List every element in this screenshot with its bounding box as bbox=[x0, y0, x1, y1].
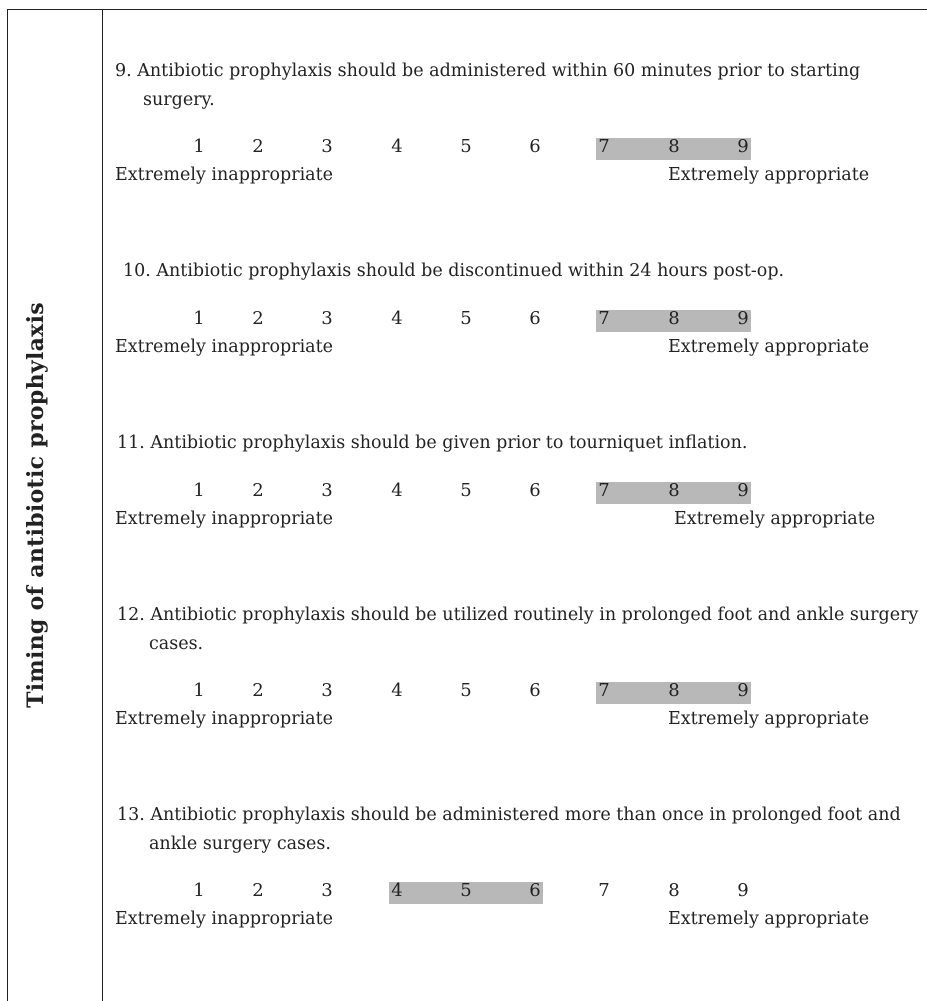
scale-option-1: 1 bbox=[193, 308, 205, 329]
scale-option-5: 5 bbox=[460, 308, 472, 329]
selected-range-highlight bbox=[596, 482, 751, 504]
question-13: 13. Antibiotic prophylaxis should be adm… bbox=[115, 801, 925, 929]
question-text: 9. Antibiotic prophylaxis should be admi… bbox=[115, 61, 861, 110]
scale-option-5: 5 bbox=[460, 880, 472, 901]
question-text: 12. Antibiotic prophylaxis should be uti… bbox=[117, 605, 919, 654]
question-12: 12. Antibiotic prophylaxis should be uti… bbox=[115, 601, 925, 729]
scale-option-8: 8 bbox=[668, 480, 680, 501]
scale-option-7: 7 bbox=[598, 480, 610, 501]
scale-option-7: 7 bbox=[598, 136, 610, 157]
scale-option-2: 2 bbox=[252, 880, 264, 901]
scale-option-6: 6 bbox=[529, 880, 541, 901]
scale-right-anchor: Extremely appropriate bbox=[668, 337, 870, 357]
scale-option-8: 8 bbox=[668, 136, 680, 157]
scale-option-3: 3 bbox=[321, 680, 333, 701]
scale-option-6: 6 bbox=[529, 308, 541, 329]
scale-option-1: 1 bbox=[193, 880, 205, 901]
question-text: 11. Antibiotic prophylaxis should be giv… bbox=[117, 433, 748, 453]
scale-left-anchor: Extremely inappropriate bbox=[115, 509, 333, 529]
rating-scale: 1 2 3 4 5 6 7 8 9 Extremely inappropriate Extremel… bbox=[115, 479, 915, 539]
question-11: 11. Antibiotic prophylaxis should be giv… bbox=[115, 429, 925, 529]
selected-range-highlight bbox=[389, 882, 543, 904]
question-text: 10. Antibiotic prophylaxis should be dis… bbox=[123, 261, 785, 281]
rating-scale: 1 2 3 4 5 6 7 8 9 Extremely inappropriate Extremel… bbox=[115, 307, 915, 367]
scale-left-anchor: Extremely inappropriate bbox=[115, 909, 333, 929]
scale-option-4: 4 bbox=[391, 480, 403, 501]
scale-option-6: 6 bbox=[529, 136, 541, 157]
scale-option-8: 8 bbox=[668, 880, 680, 901]
scale-right-anchor: Extremely appropriate bbox=[674, 509, 876, 529]
rating-scale: 1 2 3 4 5 6 7 8 9 Extremely inappropriate Extremel… bbox=[115, 879, 915, 939]
table-left-border bbox=[7, 9, 8, 1001]
scale-option-6: 6 bbox=[529, 680, 541, 701]
column-divider bbox=[102, 9, 103, 1001]
scale-option-9: 9 bbox=[737, 308, 749, 329]
rating-scale: 1 2 3 4 5 6 7 8 9 Extremely inappropriate Extremel… bbox=[115, 679, 915, 739]
question-text: 13. Antibiotic prophylaxis should be adm… bbox=[117, 805, 901, 854]
scale-option-1: 1 bbox=[193, 680, 205, 701]
scale-option-5: 5 bbox=[460, 680, 472, 701]
scale-option-4: 4 bbox=[391, 136, 403, 157]
scale-option-2: 2 bbox=[252, 480, 264, 501]
scale-option-1: 1 bbox=[193, 480, 205, 501]
scale-option-7: 7 bbox=[598, 680, 610, 701]
table-top-border bbox=[7, 9, 927, 10]
scale-option-1: 1 bbox=[193, 136, 205, 157]
scale-option-6: 6 bbox=[529, 480, 541, 501]
scale-option-4: 4 bbox=[391, 308, 403, 329]
scale-option-3: 3 bbox=[321, 480, 333, 501]
scale-option-9: 9 bbox=[737, 880, 749, 901]
selected-range-highlight bbox=[596, 138, 751, 160]
section-label: Timing of antibiotic prophylaxis bbox=[23, 302, 49, 708]
rating-scale: 1 2 3 4 5 6 7 8 9 Extremely inappropriate Extremel… bbox=[115, 135, 915, 195]
scale-right-anchor: Extremely appropriate bbox=[668, 165, 870, 185]
scale-left-anchor: Extremely inappropriate bbox=[115, 709, 333, 729]
selected-range-highlight bbox=[596, 310, 751, 332]
scale-option-7: 7 bbox=[598, 308, 610, 329]
scale-left-anchor: Extremely inappropriate bbox=[115, 337, 333, 357]
scale-option-2: 2 bbox=[252, 680, 264, 701]
scale-option-9: 9 bbox=[737, 680, 749, 701]
scale-left-anchor: Extremely inappropriate bbox=[115, 165, 333, 185]
scale-option-4: 4 bbox=[391, 880, 403, 901]
scale-option-2: 2 bbox=[252, 136, 264, 157]
scale-option-3: 3 bbox=[321, 880, 333, 901]
scale-option-3: 3 bbox=[321, 136, 333, 157]
scale-option-4: 4 bbox=[391, 680, 403, 701]
scale-option-5: 5 bbox=[460, 480, 472, 501]
scale-right-anchor: Extremely appropriate bbox=[668, 909, 870, 929]
scale-option-9: 9 bbox=[737, 136, 749, 157]
scale-option-3: 3 bbox=[321, 308, 333, 329]
scale-option-2: 2 bbox=[252, 308, 264, 329]
scale-option-8: 8 bbox=[668, 680, 680, 701]
scale-option-9: 9 bbox=[737, 480, 749, 501]
selected-range-highlight bbox=[596, 682, 751, 704]
scale-option-7: 7 bbox=[598, 880, 610, 901]
scale-option-8: 8 bbox=[668, 308, 680, 329]
scale-right-anchor: Extremely appropriate bbox=[668, 709, 870, 729]
question-10: 10. Antibiotic prophylaxis should be dis… bbox=[115, 257, 925, 357]
question-9: 9. Antibiotic prophylaxis should be admi… bbox=[115, 57, 925, 185]
scale-option-5: 5 bbox=[460, 136, 472, 157]
